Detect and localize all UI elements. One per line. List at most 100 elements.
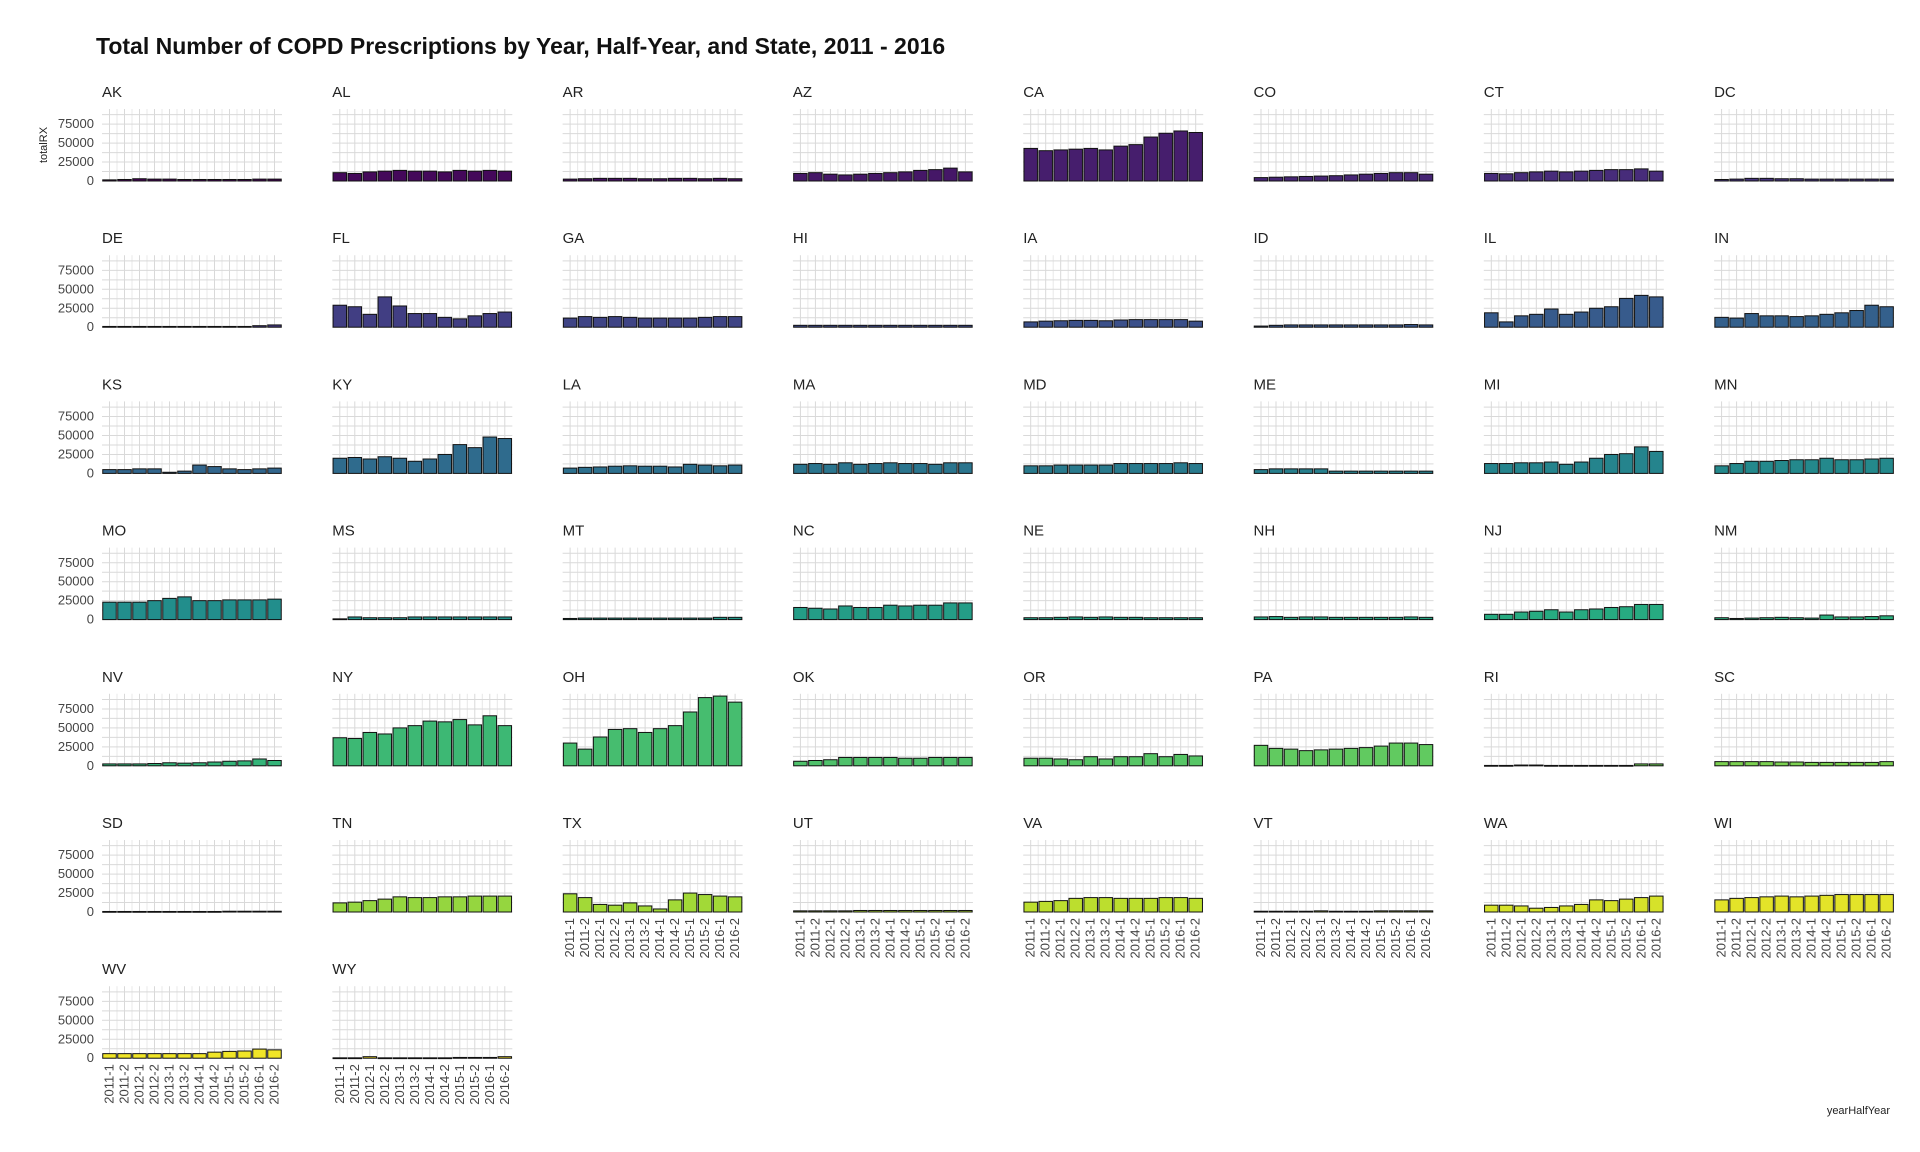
x-tick-label: 2012-1: [1744, 918, 1759, 958]
x-tick-label: 2015-2: [1618, 918, 1633, 958]
bar: [1068, 759, 1083, 767]
bar: [1634, 446, 1649, 474]
bar: [482, 895, 498, 913]
bar: [222, 760, 237, 767]
bar: [1173, 617, 1188, 621]
bar: [267, 598, 282, 621]
facet-label: NY: [332, 669, 353, 686]
facet-label: GA: [563, 230, 585, 247]
bar: [1403, 324, 1419, 328]
facet-label: OH: [563, 669, 586, 686]
facet-label: TX: [563, 815, 582, 832]
x-tick-label: 2016-2: [497, 1064, 512, 1104]
bar: [1729, 463, 1744, 474]
bar: [697, 894, 713, 913]
bar: [1619, 764, 1634, 767]
x-tick-label: 2011-1: [332, 1064, 347, 1104]
facet-label: DE: [102, 230, 123, 247]
facet-panel-in: IN: [1714, 230, 1895, 328]
bar: [1038, 617, 1053, 621]
x-tick-label: 2012-2: [1528, 918, 1543, 958]
bar: [437, 616, 453, 621]
bar: [467, 1056, 483, 1059]
bar: [727, 464, 743, 474]
facet-panel-ms: MS: [332, 523, 513, 621]
bar: [177, 470, 192, 474]
bar: [1113, 145, 1128, 182]
bar: [1514, 905, 1529, 913]
bar: [102, 1053, 117, 1059]
bar: [1834, 178, 1849, 182]
bar: [1373, 172, 1389, 182]
bar: [1253, 469, 1269, 474]
bar: [452, 719, 468, 767]
bar: [1373, 470, 1389, 474]
bar: [207, 1051, 222, 1059]
bar: [958, 602, 973, 621]
bar: [162, 178, 177, 182]
y-tick-label: 75000: [58, 555, 94, 570]
bar: [622, 316, 638, 328]
x-tick-label: 2012-2: [1068, 918, 1083, 958]
bar: [1499, 173, 1514, 182]
bar: [1083, 147, 1098, 182]
bar: [697, 617, 713, 621]
bar: [1849, 761, 1864, 767]
facet-label: WA: [1484, 815, 1508, 832]
bar: [452, 444, 468, 474]
bar: [793, 463, 808, 474]
bar: [712, 895, 728, 913]
x-tick-label: 2013-2: [1098, 918, 1113, 958]
bar: [853, 463, 868, 474]
bar: [592, 316, 608, 328]
facet-panel-ks: KS 0 25000 50000 75000: [58, 376, 282, 480]
bar: [1253, 744, 1269, 767]
bar: [712, 177, 728, 182]
facet-label: CO: [1254, 84, 1277, 101]
bar: [562, 467, 578, 474]
bar: [1173, 897, 1188, 913]
bar: [1373, 324, 1389, 328]
bar: [637, 178, 653, 182]
bar: [1343, 470, 1359, 474]
facet-label: MT: [563, 523, 585, 540]
bar: [497, 1056, 513, 1059]
bar: [823, 324, 838, 328]
bar: [1158, 463, 1173, 474]
bar: [1328, 910, 1344, 913]
bar: [1418, 324, 1434, 328]
bar: [332, 457, 348, 474]
bar: [132, 763, 147, 767]
bar: [883, 756, 898, 767]
bar: [793, 172, 808, 182]
facet-panel-ma: MA: [792, 376, 973, 474]
bar: [252, 178, 267, 182]
bar: [422, 616, 438, 621]
bar: [1053, 616, 1068, 621]
bar: [883, 604, 898, 621]
bar: [437, 171, 453, 182]
bar: [332, 618, 348, 621]
bar: [1038, 900, 1053, 913]
bar: [823, 173, 838, 182]
y-tick-label: 0: [87, 173, 94, 188]
x-tick-label: 2014-2: [1819, 918, 1834, 958]
bar: [407, 1057, 423, 1060]
bar: [652, 178, 668, 182]
bar: [1098, 897, 1113, 913]
bar: [883, 909, 898, 913]
x-tick-label: 2011-1: [1253, 918, 1268, 958]
bar: [943, 167, 958, 182]
bar: [422, 720, 438, 767]
y-tick-label: 0: [87, 465, 94, 480]
bar: [1649, 895, 1664, 913]
bar: [1774, 178, 1789, 182]
bar: [482, 616, 498, 621]
bar: [392, 457, 408, 474]
bar: [222, 599, 237, 621]
bar: [1574, 461, 1589, 474]
bar: [1499, 764, 1514, 767]
bar: [1514, 611, 1529, 621]
bar: [1188, 617, 1203, 621]
bar: [1604, 764, 1619, 767]
